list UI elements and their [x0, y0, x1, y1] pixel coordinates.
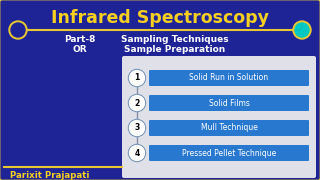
FancyBboxPatch shape	[149, 145, 309, 161]
Circle shape	[295, 23, 309, 37]
Text: Solid Films: Solid Films	[209, 98, 249, 107]
Text: Part-8: Part-8	[64, 35, 96, 44]
FancyBboxPatch shape	[149, 120, 309, 136]
Text: Solid Run in Solution: Solid Run in Solution	[189, 73, 268, 82]
Text: 4: 4	[134, 148, 140, 158]
Text: Infrared Spectroscopy: Infrared Spectroscopy	[51, 9, 269, 27]
FancyBboxPatch shape	[149, 95, 309, 111]
Circle shape	[130, 71, 145, 86]
Circle shape	[130, 120, 145, 136]
Text: 3: 3	[134, 123, 140, 132]
FancyBboxPatch shape	[149, 70, 309, 86]
FancyBboxPatch shape	[4, 58, 122, 176]
Text: Pressed Pellet Technique: Pressed Pellet Technique	[182, 148, 276, 158]
Circle shape	[293, 21, 311, 39]
Circle shape	[129, 94, 146, 111]
Text: 2: 2	[134, 98, 140, 107]
Text: Mull Technique: Mull Technique	[201, 123, 257, 132]
FancyBboxPatch shape	[2, 2, 318, 58]
FancyBboxPatch shape	[122, 56, 316, 178]
Circle shape	[130, 96, 145, 111]
Circle shape	[130, 145, 145, 161]
Circle shape	[9, 21, 27, 39]
Text: OR: OR	[73, 46, 87, 55]
Text: Parixit Prajapati: Parixit Prajapati	[10, 170, 89, 179]
Circle shape	[129, 120, 146, 136]
Text: Sampling Techniques: Sampling Techniques	[121, 35, 229, 44]
Circle shape	[11, 23, 25, 37]
Circle shape	[129, 69, 146, 87]
Circle shape	[129, 145, 146, 161]
Text: Sample Preparation: Sample Preparation	[124, 46, 226, 55]
Text: 1: 1	[134, 73, 140, 82]
